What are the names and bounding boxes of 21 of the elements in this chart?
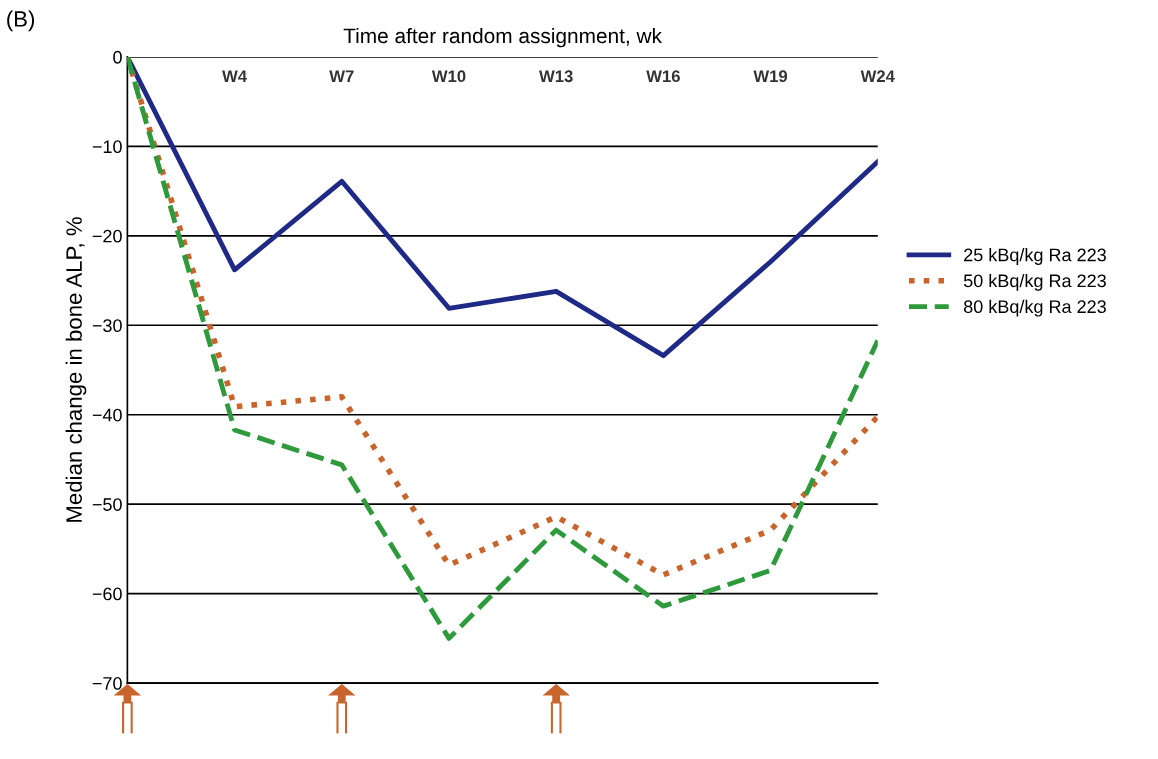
y-tick-label: −60: [92, 587, 122, 601]
x-tick-label: W24: [860, 70, 895, 82]
y-tick-label: −10: [92, 140, 122, 154]
y-tick-label: −70: [92, 677, 122, 690]
y-axis-title: Median change in bone ALP, %: [65, 217, 87, 522]
legend-label: 50 kBq/kg Ra 223: [963, 273, 1106, 291]
legend-label: 25 kBq/kg Ra 223: [964, 248, 1106, 265]
legend-label: 80 kBq/kg Ra 223: [963, 299, 1106, 317]
y-tick-label: −20: [92, 229, 122, 243]
x-tick-label: W10: [431, 70, 466, 83]
y-tick-label: −50: [92, 498, 122, 511]
x-tick-label: W16: [646, 70, 680, 83]
x-tick-label: W13: [539, 70, 573, 83]
y-tick-label: −30: [92, 319, 122, 333]
x-tick-label: W7: [329, 70, 354, 82]
x-tick-label: W4: [222, 70, 247, 82]
y-tick-label: −40: [92, 408, 122, 422]
x-tick-label: W19: [753, 70, 788, 83]
y-tick-label: 0: [113, 50, 122, 64]
text: (B): [7, 10, 35, 32]
x-axis-title: Time after random assignment, wk: [343, 27, 662, 48]
